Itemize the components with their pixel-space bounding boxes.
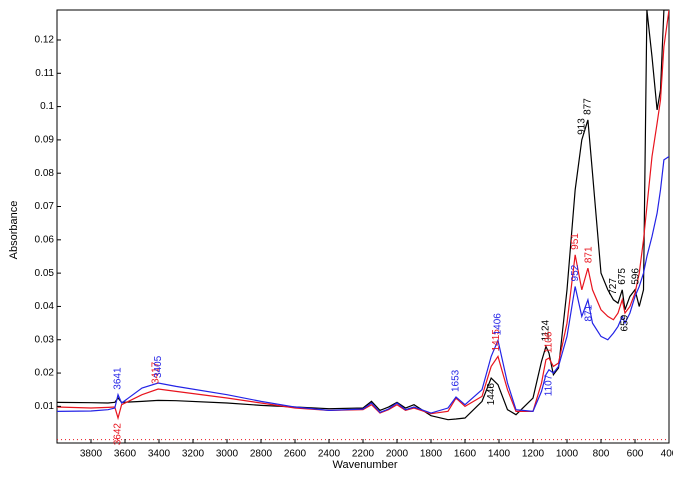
x-tick-label: 2600 xyxy=(284,449,307,460)
plot-frame xyxy=(56,9,670,444)
y-axis-title: Absorbance xyxy=(8,201,20,260)
peak-label: 659 xyxy=(620,314,631,331)
x-tick-label: 600 xyxy=(627,449,644,460)
x-tick-label: 1800 xyxy=(420,449,443,460)
y-tick-label: 0.02 xyxy=(35,368,55,379)
x-tick-label: 2000 xyxy=(386,449,409,460)
x-tick-label: 1000 xyxy=(556,449,579,460)
x-tick-label: 1400 xyxy=(488,449,511,460)
x-tick-label: 1600 xyxy=(454,449,477,460)
peak-label: 1406 xyxy=(493,313,504,336)
x-tick-label: 400 xyxy=(661,449,673,460)
peak-label: 727 xyxy=(608,278,619,295)
y-tick-label: 0.06 xyxy=(35,234,55,245)
y-tick-label: 0.09 xyxy=(35,135,55,146)
x-tick-label: 2200 xyxy=(352,449,375,460)
y-tick-label: 0.04 xyxy=(35,301,55,312)
peak-label: 1124 xyxy=(541,319,552,341)
peak-label: 3641 xyxy=(113,367,124,390)
y-tick-label: 0.05 xyxy=(35,268,55,279)
peak-label: 871 xyxy=(584,246,595,263)
peak-label: 1107 xyxy=(543,374,554,396)
plot-area xyxy=(57,10,669,441)
x-tick-label: 3800 xyxy=(80,449,103,460)
x-tick-label: 2400 xyxy=(318,449,341,460)
peak-label: 877 xyxy=(583,98,594,115)
peak-label: 1415 xyxy=(491,329,502,352)
y-tick-label: 0.11 xyxy=(35,68,54,79)
y-tick-label: 0.08 xyxy=(35,168,55,179)
peak-label: 913 xyxy=(576,118,587,135)
x-tick-label: 800 xyxy=(593,449,610,460)
peak-label: 951 xyxy=(570,233,581,250)
y-tick-label: 0.03 xyxy=(35,334,55,345)
x-tick-label: 3000 xyxy=(216,449,239,460)
y-tick-label: 0.12 xyxy=(35,35,55,46)
peak-label: 871 xyxy=(584,304,595,321)
peak-label: 3417 xyxy=(151,361,162,384)
peak-label: 596 xyxy=(630,268,641,285)
y-tick-label: 0.07 xyxy=(35,201,55,212)
x-tick-label: 3200 xyxy=(182,449,205,460)
y-tick-label: 0.1 xyxy=(40,101,54,112)
peak-label: 1446 xyxy=(486,383,497,406)
peak-label: 675 xyxy=(617,268,628,285)
spectrum-line xyxy=(57,10,669,421)
spectrum-line xyxy=(57,156,669,414)
peak-label: 3642 xyxy=(113,423,124,446)
x-tick-label: 3400 xyxy=(148,449,171,460)
x-tick-label: 3600 xyxy=(114,449,137,460)
y-tick-label: 0.01 xyxy=(35,401,55,412)
peak-label: 1106 xyxy=(544,331,555,353)
peak-label: 952 xyxy=(570,264,581,281)
peak-label: 1653 xyxy=(451,369,462,392)
x-axis-title: Wavenumber xyxy=(332,459,397,471)
x-tick-label: 2800 xyxy=(250,449,273,460)
x-tick-label: 1200 xyxy=(522,449,545,460)
spectrum-line xyxy=(57,10,669,421)
peak-label: 3405 xyxy=(153,355,164,378)
